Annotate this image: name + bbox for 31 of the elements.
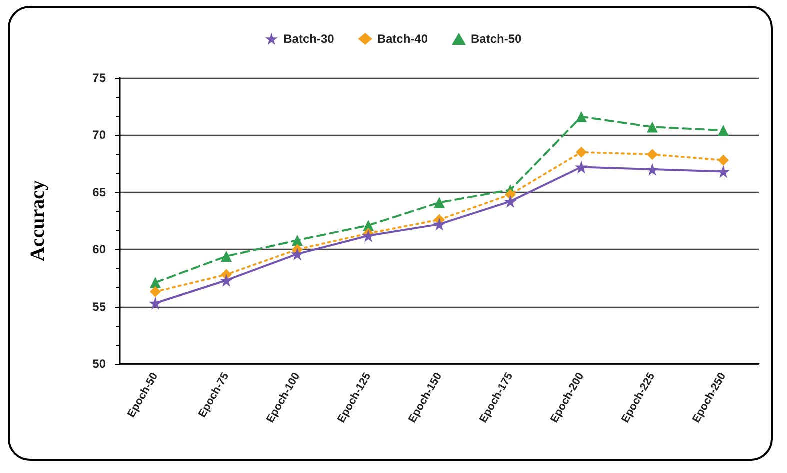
point [647, 122, 658, 133]
y-tick-label: 50 [92, 357, 106, 371]
point [149, 296, 162, 310]
legend-label: Batch-40 [377, 32, 428, 46]
point [718, 154, 729, 166]
point [434, 197, 445, 208]
point [362, 229, 375, 242]
point [647, 149, 658, 160]
y-tick-label: 75 [92, 71, 106, 85]
point [504, 195, 517, 208]
point [505, 189, 516, 200]
point [220, 274, 233, 287]
point [718, 125, 729, 136]
point [576, 111, 587, 122]
y-axis-title: Accuracy [27, 180, 49, 262]
legend-label: Batch-30 [284, 32, 335, 46]
point [575, 160, 588, 174]
point [292, 234, 303, 246]
y-tick-label: 55 [92, 300, 106, 314]
point [576, 146, 587, 158]
y-tick-label: 60 [92, 242, 106, 257]
y-tick-label: 70 [92, 128, 106, 142]
point [646, 163, 659, 176]
legend-label: Batch-50 [471, 32, 522, 46]
point [150, 277, 161, 288]
point [717, 165, 730, 178]
point [291, 248, 304, 261]
point [221, 250, 232, 262]
point [150, 286, 161, 298]
y-tick-label: 65 [92, 185, 106, 200]
point [433, 218, 446, 231]
